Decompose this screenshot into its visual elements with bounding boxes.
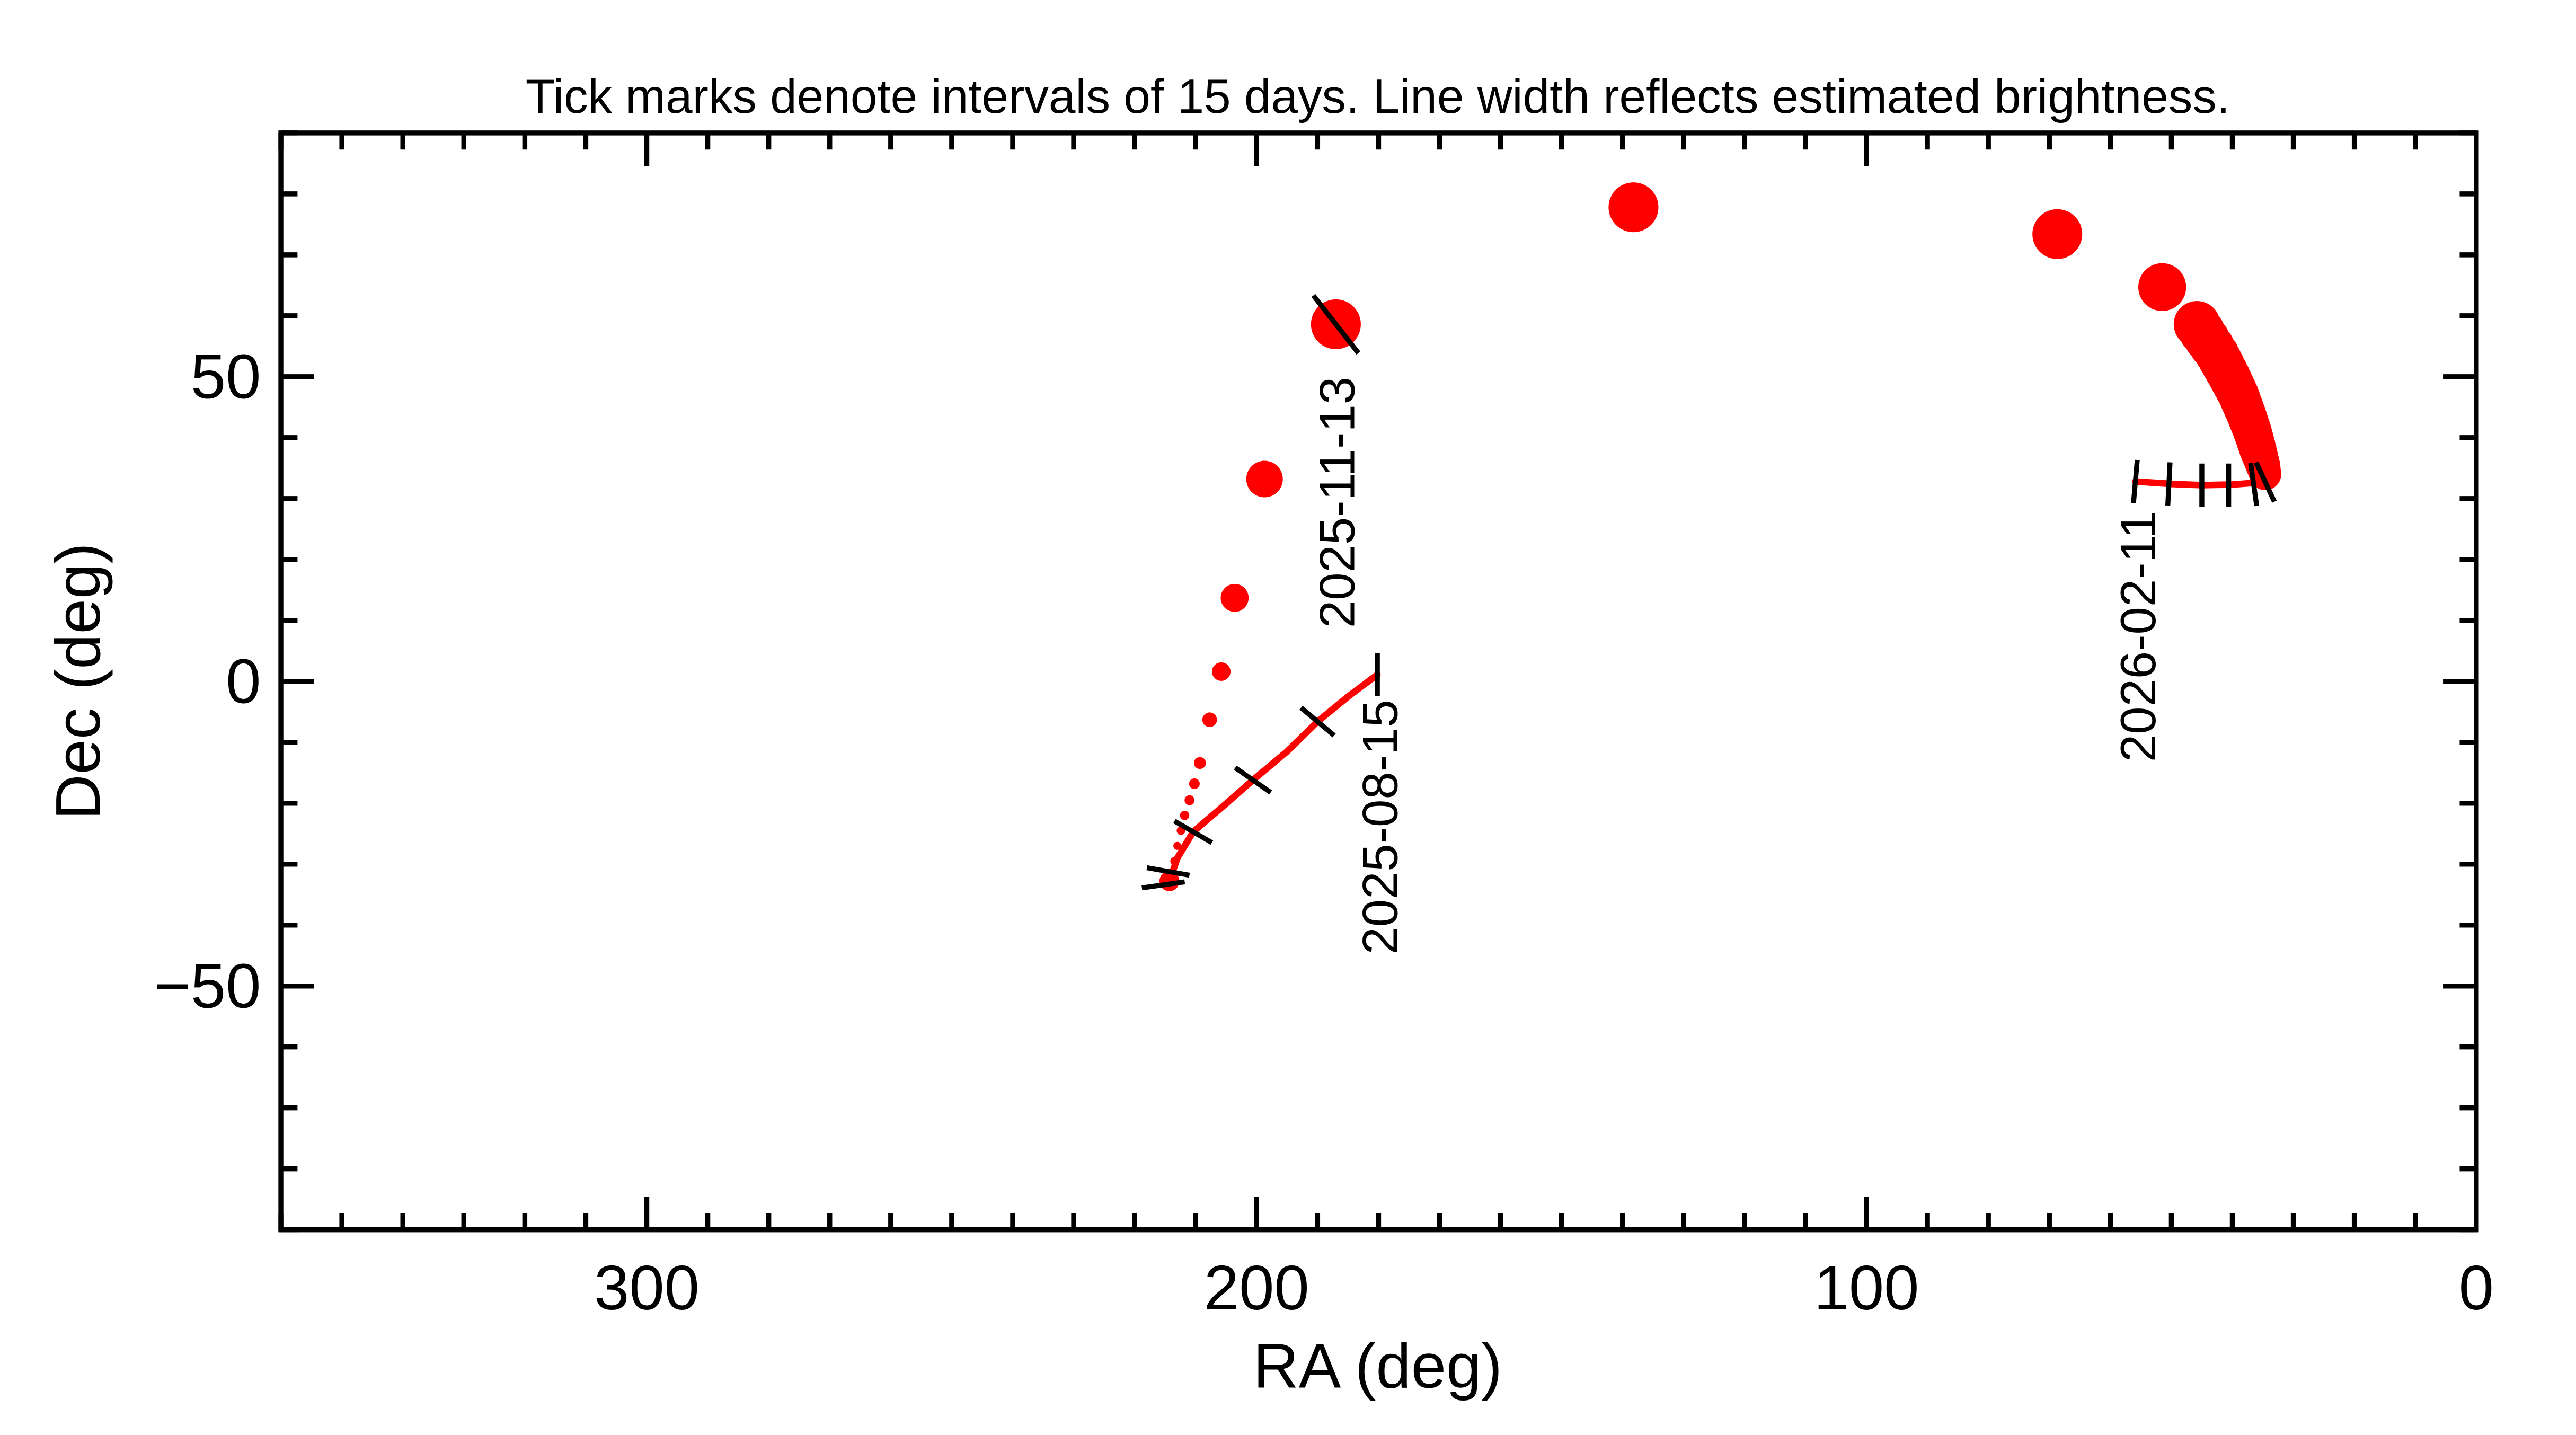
- track-point: [1170, 857, 1179, 865]
- y-tick-label: −50: [154, 951, 261, 1022]
- track-point: [1189, 778, 1200, 790]
- track-point: [1193, 757, 1206, 769]
- x-tick-label: 300: [594, 1253, 700, 1323]
- track-point: [2032, 209, 2083, 259]
- track-point: [1180, 810, 1190, 820]
- date-tick-mark: [1141, 879, 1185, 891]
- track-point: [1173, 841, 1182, 850]
- track-point: [1202, 712, 1217, 728]
- date-label: 2025-11-13: [1309, 377, 1365, 628]
- track-point: [2138, 263, 2186, 311]
- y-tick-label: 0: [226, 646, 261, 717]
- x-axis-label: RA (deg): [1253, 1331, 1502, 1402]
- track-segment: [1166, 671, 1381, 885]
- date-tick-mark: [1234, 765, 1272, 795]
- date-tick-mark: [2131, 459, 2140, 503]
- date-tick-mark: [1173, 819, 1214, 845]
- date-tick-mark: [2254, 461, 2277, 503]
- date-tick-mark: [1146, 865, 1190, 878]
- track-point: [1246, 460, 1283, 498]
- plot-frame: [278, 130, 2479, 1233]
- date-tick-mark: [2248, 463, 2260, 507]
- date-label: 2026-02-11: [2110, 511, 2166, 762]
- chart-title: Tick marks denote intervals of 15 days. …: [526, 70, 2230, 123]
- date-tick-mark: [1299, 705, 1336, 738]
- data-marks: 2025-08-15 2025-11-13 2026-02-11: [1141, 182, 2281, 955]
- x-tick-label: 100: [1814, 1253, 1919, 1323]
- x-tick-label: 200: [1204, 1253, 1309, 1323]
- axes: 300 200 100 0 50 0 −50: [154, 130, 2494, 1323]
- date-tick-mark: [1311, 294, 1361, 355]
- date-label: 2025-08-15: [1352, 699, 1408, 954]
- x-tick-label: 0: [2459, 1253, 2494, 1323]
- track-point: [1211, 662, 1231, 681]
- date-tick-mark: [2165, 462, 2173, 506]
- y-axis-label: Dec (deg): [43, 543, 113, 820]
- track-point: [1184, 795, 1195, 805]
- track-point: [1220, 583, 1249, 612]
- track-point: [1608, 182, 1659, 233]
- y-tick-label: 50: [191, 342, 261, 412]
